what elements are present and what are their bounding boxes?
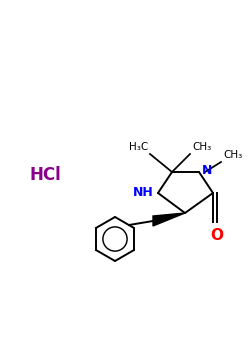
Text: N: N [202, 164, 212, 177]
Text: CH₃: CH₃ [223, 150, 242, 160]
Text: NH: NH [133, 187, 154, 199]
Text: CH₃: CH₃ [192, 142, 211, 152]
Text: O: O [210, 228, 224, 243]
Polygon shape [153, 213, 185, 226]
Text: H₃C: H₃C [129, 142, 148, 152]
Text: HCl: HCl [29, 166, 61, 184]
